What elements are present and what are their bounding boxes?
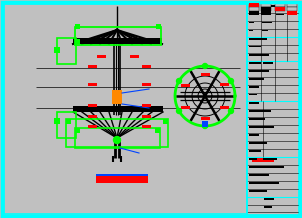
Bar [287, 7, 297, 11]
Bar [142, 125, 151, 128]
Bar [201, 73, 210, 75]
Bar [249, 46, 261, 48]
Bar [264, 206, 272, 208]
Bar [96, 176, 148, 183]
Bar [75, 128, 80, 133]
Bar [249, 70, 269, 72]
Bar [249, 38, 267, 40]
Bar [88, 83, 97, 86]
Bar [261, 11, 271, 15]
Bar [201, 116, 210, 119]
Bar [276, 14, 284, 15]
Circle shape [177, 78, 182, 83]
Bar [88, 65, 97, 68]
Bar [249, 166, 284, 167]
Bar [275, 7, 285, 11]
Bar [88, 115, 97, 118]
Bar [73, 106, 163, 112]
Circle shape [229, 78, 233, 83]
Bar [156, 24, 161, 29]
Bar [252, 158, 274, 162]
Bar [220, 83, 229, 87]
Bar [264, 198, 274, 200]
Bar [57, 38, 76, 64]
Bar [262, 30, 268, 31]
Bar [249, 134, 259, 136]
Circle shape [203, 124, 207, 128]
Bar [249, 78, 264, 80]
Bar [261, 3, 271, 7]
Bar [249, 22, 254, 24]
Bar [142, 65, 151, 68]
Bar [261, 7, 271, 11]
Bar [97, 55, 106, 58]
Bar [249, 182, 279, 184]
Bar [249, 11, 259, 15]
Bar [155, 128, 160, 133]
Bar [249, 7, 259, 11]
Bar [88, 125, 97, 128]
Circle shape [229, 109, 233, 114]
Bar [75, 27, 161, 45]
Bar [275, 7, 285, 11]
Bar [202, 121, 208, 127]
Bar [263, 62, 273, 64]
Bar [112, 90, 122, 104]
Bar [264, 5, 276, 7]
Bar [182, 83, 191, 87]
Bar [249, 11, 259, 15]
Bar [262, 14, 270, 15]
Bar [249, 102, 259, 104]
Circle shape [114, 136, 120, 143]
Bar [4, 4, 247, 214]
Bar [75, 24, 80, 29]
Bar [287, 3, 297, 7]
Bar [249, 150, 261, 152]
Bar [163, 119, 168, 124]
Bar [247, 3, 299, 215]
Bar [287, 11, 297, 15]
Bar [249, 142, 267, 143]
Bar [220, 106, 229, 109]
Bar [142, 83, 151, 86]
Bar [142, 115, 151, 118]
Bar [249, 126, 274, 128]
Bar [249, 158, 257, 160]
Bar [54, 118, 60, 124]
Bar [96, 174, 148, 176]
Bar [66, 119, 168, 147]
Bar [263, 158, 277, 160]
Bar [249, 3, 259, 7]
Bar [249, 54, 269, 56]
Bar [249, 190, 267, 191]
Bar [249, 62, 261, 64]
Circle shape [177, 109, 182, 114]
Bar [275, 3, 285, 7]
Bar [142, 104, 151, 107]
Bar [249, 86, 259, 87]
Bar [249, 3, 259, 7]
Bar [182, 106, 191, 109]
Bar [130, 55, 139, 58]
Bar [262, 22, 272, 24]
Bar [75, 39, 80, 44]
Bar [88, 104, 97, 107]
Bar [249, 30, 253, 31]
Bar [54, 47, 60, 53]
Bar [261, 7, 271, 11]
Bar [73, 38, 162, 44]
Bar [249, 174, 269, 175]
Bar [66, 119, 71, 124]
Bar [249, 14, 254, 15]
Circle shape [203, 63, 207, 68]
Bar [249, 110, 271, 111]
Bar [249, 118, 265, 119]
Bar [57, 112, 76, 138]
Bar [249, 94, 257, 95]
Bar [75, 128, 160, 148]
